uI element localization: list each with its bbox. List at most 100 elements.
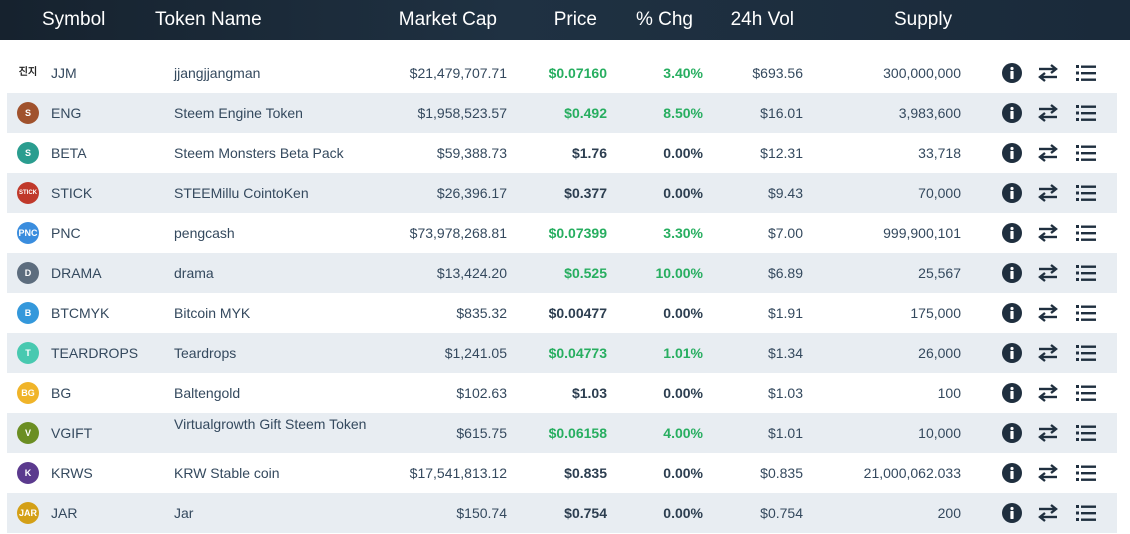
header-supply[interactable]: Supply bbox=[894, 9, 953, 30]
token-name[interactable]: Teardrops bbox=[174, 345, 237, 361]
table-row[interactable]: T TEARDROPS Teardrops $1,241.05 $0.04773 1.01… bbox=[7, 333, 1117, 373]
token-symbol[interactable]: JJM bbox=[51, 65, 77, 81]
info-icon[interactable] bbox=[1001, 422, 1023, 444]
change-value: 3.40% bbox=[663, 65, 703, 81]
table-row[interactable]: S BETA Steem Monsters Beta Pack $59,388.73 $… bbox=[7, 133, 1117, 173]
header-market-cap[interactable]: Market Cap bbox=[398, 9, 497, 30]
info-icon[interactable] bbox=[1001, 222, 1023, 244]
change-value: 0.00% bbox=[663, 305, 703, 321]
price-value: $0.06158 bbox=[548, 425, 607, 441]
list-icon[interactable] bbox=[1075, 502, 1097, 524]
token-name[interactable]: Steem Monsters Beta Pack bbox=[174, 145, 344, 161]
exchange-arrows-icon[interactable] bbox=[1037, 502, 1059, 524]
token-symbol[interactable]: BG bbox=[51, 385, 72, 401]
volume-value: $1.03 bbox=[767, 385, 803, 401]
info-icon[interactable] bbox=[1001, 502, 1023, 524]
exchange-arrows-icon[interactable] bbox=[1037, 182, 1059, 204]
header-token-name[interactable]: Token Name bbox=[155, 9, 262, 30]
table-row[interactable]: V VGIFT Virtualgrowth Gift Steem Token $615… bbox=[7, 413, 1117, 453]
exchange-arrows-icon[interactable] bbox=[1037, 302, 1059, 324]
market-cap-value: $1,241.05 bbox=[444, 345, 507, 361]
token-name[interactable]: Steem Engine Token bbox=[174, 105, 303, 121]
list-icon[interactable] bbox=[1075, 302, 1097, 324]
table-row[interactable]: JAR JAR Jar $150.74 $0.754 0.00% $0.754 200 bbox=[7, 493, 1117, 533]
exchange-arrows-icon[interactable] bbox=[1037, 382, 1059, 404]
info-icon[interactable] bbox=[1001, 62, 1023, 84]
table-row[interactable]: PNC PNC pengcash $73,978,268.81 $0.07399 3.30… bbox=[7, 213, 1117, 253]
change-value: 0.00% bbox=[663, 505, 703, 521]
token-name[interactable]: drama bbox=[174, 265, 214, 281]
table-row[interactable]: B BTCMYK Bitcoin MYK $835.32 $0.00477 0.00% $1… bbox=[7, 293, 1117, 333]
token-name[interactable]: Virtualgrowth Gift Steem Token bbox=[174, 416, 367, 432]
volume-value: $0.754 bbox=[760, 505, 803, 521]
token-logo-icon: BG bbox=[17, 382, 39, 404]
exchange-arrows-icon[interactable] bbox=[1037, 462, 1059, 484]
exchange-arrows-icon[interactable] bbox=[1037, 142, 1059, 164]
info-icon[interactable] bbox=[1001, 182, 1023, 204]
token-logo-icon: B bbox=[17, 302, 39, 324]
token-name[interactable]: Jar bbox=[174, 505, 194, 521]
list-icon[interactable] bbox=[1075, 382, 1097, 404]
table-row[interactable]: 진지 JJM jjangjjangman $21,479,707.71 $0.07160… bbox=[7, 53, 1117, 93]
token-logo-icon: V bbox=[17, 422, 39, 444]
token-symbol[interactable]: VGIFT bbox=[51, 425, 93, 441]
exchange-arrows-icon[interactable] bbox=[1037, 222, 1059, 244]
table-row[interactable]: K KRWS KRW Stable coin $17,541,813.12 $0.835… bbox=[7, 453, 1117, 493]
market-cap-value: $615.75 bbox=[456, 425, 507, 441]
list-icon[interactable] bbox=[1075, 342, 1097, 364]
supply-value: 10,000 bbox=[918, 425, 961, 441]
info-icon[interactable] bbox=[1001, 302, 1023, 324]
token-name[interactable]: STEEMillu CointoKen bbox=[174, 185, 309, 201]
token-symbol[interactable]: JAR bbox=[51, 505, 78, 521]
token-symbol[interactable]: STICK bbox=[51, 185, 93, 201]
volume-value: $693.56 bbox=[752, 65, 803, 81]
change-value: 0.00% bbox=[663, 145, 703, 161]
table-row[interactable]: STICK STICK STEEMillu CointoKen $26,396.17 $… bbox=[7, 173, 1117, 213]
token-symbol[interactable]: BETA bbox=[51, 145, 87, 161]
token-symbol[interactable]: TEARDROPS bbox=[51, 345, 139, 361]
exchange-arrows-icon[interactable] bbox=[1037, 342, 1059, 364]
token-name[interactable]: pengcash bbox=[174, 225, 235, 241]
token-name[interactable]: Bitcoin MYK bbox=[174, 305, 251, 321]
table-row[interactable]: S ENG Steem Engine Token $1,958,523.57 $0.49… bbox=[7, 93, 1117, 133]
list-icon[interactable] bbox=[1075, 62, 1097, 84]
exchange-arrows-icon[interactable] bbox=[1037, 102, 1059, 124]
supply-value: 3,983,600 bbox=[898, 105, 961, 121]
token-symbol[interactable]: BTCMYK bbox=[51, 305, 110, 321]
info-icon[interactable] bbox=[1001, 382, 1023, 404]
change-value: 0.00% bbox=[663, 185, 703, 201]
token-symbol[interactable]: ENG bbox=[51, 105, 82, 121]
header-change[interactable]: % Chg bbox=[635, 9, 693, 30]
list-icon[interactable] bbox=[1075, 182, 1097, 204]
info-icon[interactable] bbox=[1001, 142, 1023, 164]
token-symbol[interactable]: KRWS bbox=[51, 465, 93, 481]
info-icon[interactable] bbox=[1001, 262, 1023, 284]
info-icon[interactable] bbox=[1001, 462, 1023, 484]
info-icon[interactable] bbox=[1001, 342, 1023, 364]
exchange-arrows-icon[interactable] bbox=[1037, 262, 1059, 284]
price-value: $0.07160 bbox=[548, 65, 607, 81]
token-symbol[interactable]: DRAMA bbox=[51, 265, 102, 281]
price-value: $0.04773 bbox=[548, 345, 607, 361]
header-symbol[interactable]: Symbol bbox=[42, 9, 106, 30]
token-name[interactable]: Baltengold bbox=[174, 385, 241, 401]
token-symbol[interactable]: PNC bbox=[51, 225, 81, 241]
table-row[interactable]: D DRAMA drama $13,424.20 $0.525 10.00% $6.89 25… bbox=[7, 253, 1117, 293]
list-icon[interactable] bbox=[1075, 102, 1097, 124]
price-value: $0.835 bbox=[564, 465, 607, 481]
info-icon[interactable] bbox=[1001, 102, 1023, 124]
header-price[interactable]: Price bbox=[553, 9, 597, 30]
list-icon[interactable] bbox=[1075, 262, 1097, 284]
supply-value: 26,000 bbox=[918, 345, 961, 361]
header-volume[interactable]: 24h Vol bbox=[730, 9, 794, 30]
list-icon[interactable] bbox=[1075, 222, 1097, 244]
token-name[interactable]: jjangjjangman bbox=[174, 65, 261, 81]
supply-value: 200 bbox=[937, 505, 961, 521]
table-row[interactable]: BG BG Baltengold $102.63 $1.03 0.00% $1.03 100 bbox=[7, 373, 1117, 413]
list-icon[interactable] bbox=[1075, 422, 1097, 444]
list-icon[interactable] bbox=[1075, 142, 1097, 164]
exchange-arrows-icon[interactable] bbox=[1037, 422, 1059, 444]
exchange-arrows-icon[interactable] bbox=[1037, 62, 1059, 84]
list-icon[interactable] bbox=[1075, 462, 1097, 484]
token-name[interactable]: KRW Stable coin bbox=[174, 465, 280, 481]
